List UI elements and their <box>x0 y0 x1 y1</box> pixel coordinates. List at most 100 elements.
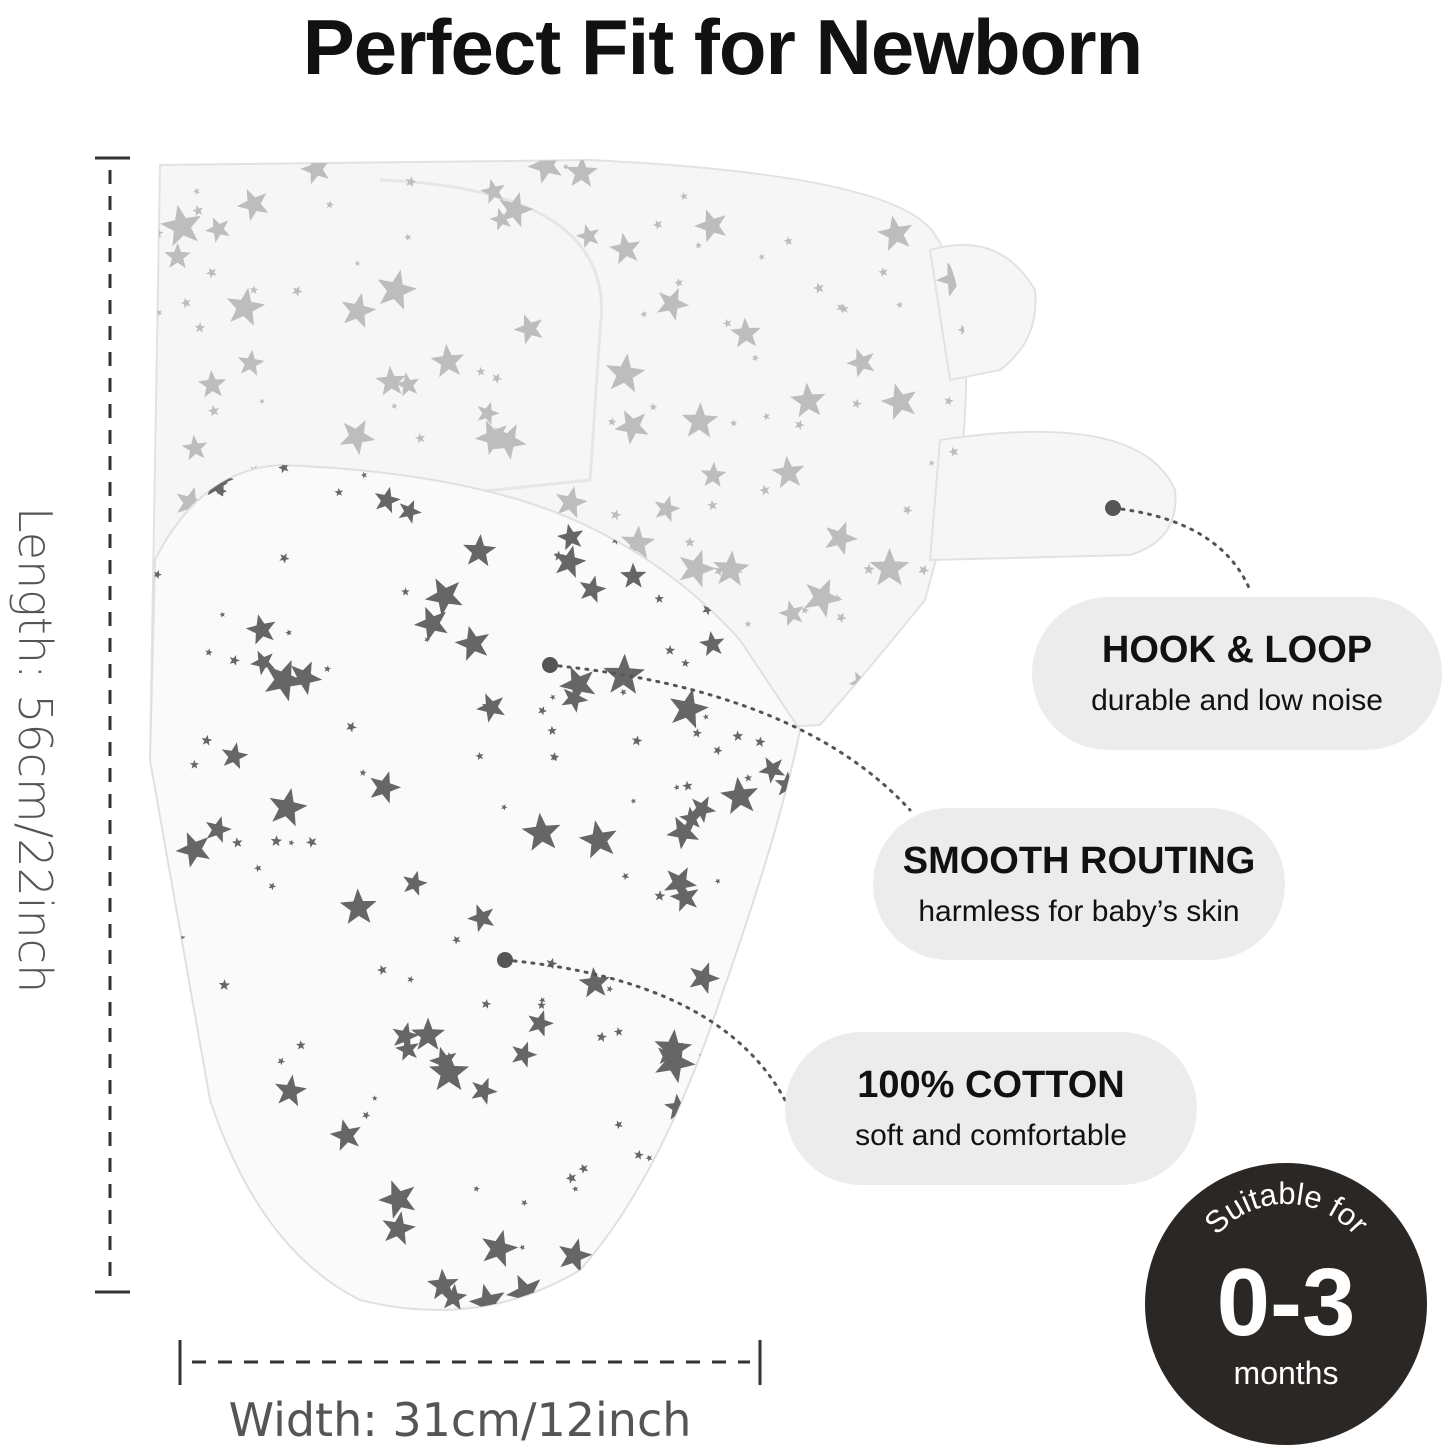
star-print <box>877 215 913 251</box>
star-print <box>700 461 727 487</box>
star-print <box>640 310 647 318</box>
star-print <box>225 1211 264 1249</box>
star-print <box>474 420 509 456</box>
star-print <box>200 1243 209 1253</box>
star-print <box>395 372 420 397</box>
star-print <box>621 872 630 881</box>
star-print <box>429 1051 470 1091</box>
star-print <box>813 282 824 294</box>
star-print <box>264 1227 276 1238</box>
star-print <box>371 1095 378 1101</box>
star-print <box>476 693 505 723</box>
star-print <box>377 269 417 310</box>
star-print <box>549 694 556 701</box>
star-print <box>277 1057 286 1066</box>
star-print <box>219 611 225 618</box>
star-print <box>236 1200 246 1211</box>
star-print <box>204 217 230 243</box>
star-print <box>728 1076 736 1083</box>
star-print <box>634 1150 644 1160</box>
star-print <box>175 832 210 868</box>
star-print <box>392 1022 420 1050</box>
star-print <box>654 890 666 901</box>
star-print <box>742 1120 772 1151</box>
star-print <box>521 812 561 851</box>
callout-heading: HOOK & LOOP <box>1101 629 1373 671</box>
star-print <box>922 160 956 189</box>
star-print <box>547 725 557 736</box>
connector-hook-loop <box>1111 506 1252 592</box>
star-print <box>565 1172 577 1184</box>
star-print <box>226 287 266 326</box>
star-print <box>527 160 562 184</box>
star-print <box>463 534 497 567</box>
wing-tab-top <box>928 244 1037 382</box>
star-print <box>506 1274 544 1310</box>
star-print <box>164 242 191 269</box>
star-print <box>578 820 617 859</box>
star-print <box>324 665 332 673</box>
star-print <box>554 545 587 578</box>
connector-cotton <box>503 958 787 1102</box>
star-print <box>278 465 289 474</box>
star-print <box>221 742 249 770</box>
star-print <box>499 191 534 228</box>
star-print <box>771 455 805 489</box>
star-print <box>606 353 646 393</box>
star-print <box>395 1036 419 1061</box>
star-print <box>729 419 738 427</box>
star-print <box>632 735 643 746</box>
star-print <box>797 1176 800 1187</box>
star-print <box>254 864 262 873</box>
callout-hook-loop: HOOK & LOOP durable and low noise <box>1032 597 1442 750</box>
star-print <box>758 757 786 784</box>
star-print <box>882 568 891 577</box>
star-print <box>896 301 904 309</box>
star-print <box>707 500 718 511</box>
star-print <box>790 382 826 418</box>
star-print <box>730 317 761 348</box>
star-print <box>178 1121 188 1131</box>
star-print <box>325 200 334 209</box>
star-print <box>362 1111 371 1120</box>
star-print <box>652 220 663 230</box>
star-print <box>150 1142 166 1171</box>
star-print <box>613 1027 623 1037</box>
star-print <box>783 236 793 246</box>
star-print <box>155 309 163 317</box>
length-dimension-line <box>95 156 130 1294</box>
star-print <box>649 402 658 411</box>
star-print <box>334 487 344 497</box>
star-print <box>699 631 725 657</box>
star-print <box>694 209 726 243</box>
star-print <box>685 1257 697 1269</box>
callout-sub: durable and low noise <box>1091 684 1383 717</box>
star-print <box>208 405 220 417</box>
star-print <box>695 242 702 249</box>
star-print <box>563 163 570 170</box>
star-print <box>705 1249 715 1259</box>
star-print <box>804 578 843 618</box>
star-print <box>690 1266 698 1274</box>
star-print <box>454 625 489 661</box>
star-print <box>559 1238 593 1273</box>
star-print <box>578 967 610 998</box>
star-print <box>645 1154 653 1162</box>
star-print <box>401 587 410 596</box>
star-print <box>630 798 636 804</box>
badge-top-text: Suitable for <box>1197 1176 1375 1241</box>
star-print <box>473 1185 480 1192</box>
length-label: Length: 56cm/22inch <box>8 506 62 994</box>
star-print <box>359 769 367 777</box>
star-print <box>205 648 213 656</box>
star-print <box>403 870 428 896</box>
star-print <box>713 550 750 586</box>
star-print <box>538 997 546 1004</box>
star-print <box>292 286 303 297</box>
star-print <box>725 1151 736 1163</box>
star-print <box>669 882 699 912</box>
star-print <box>346 721 357 733</box>
star-print <box>513 314 543 345</box>
badge-range: 0-3 <box>1216 1249 1356 1356</box>
star-print <box>609 232 641 265</box>
